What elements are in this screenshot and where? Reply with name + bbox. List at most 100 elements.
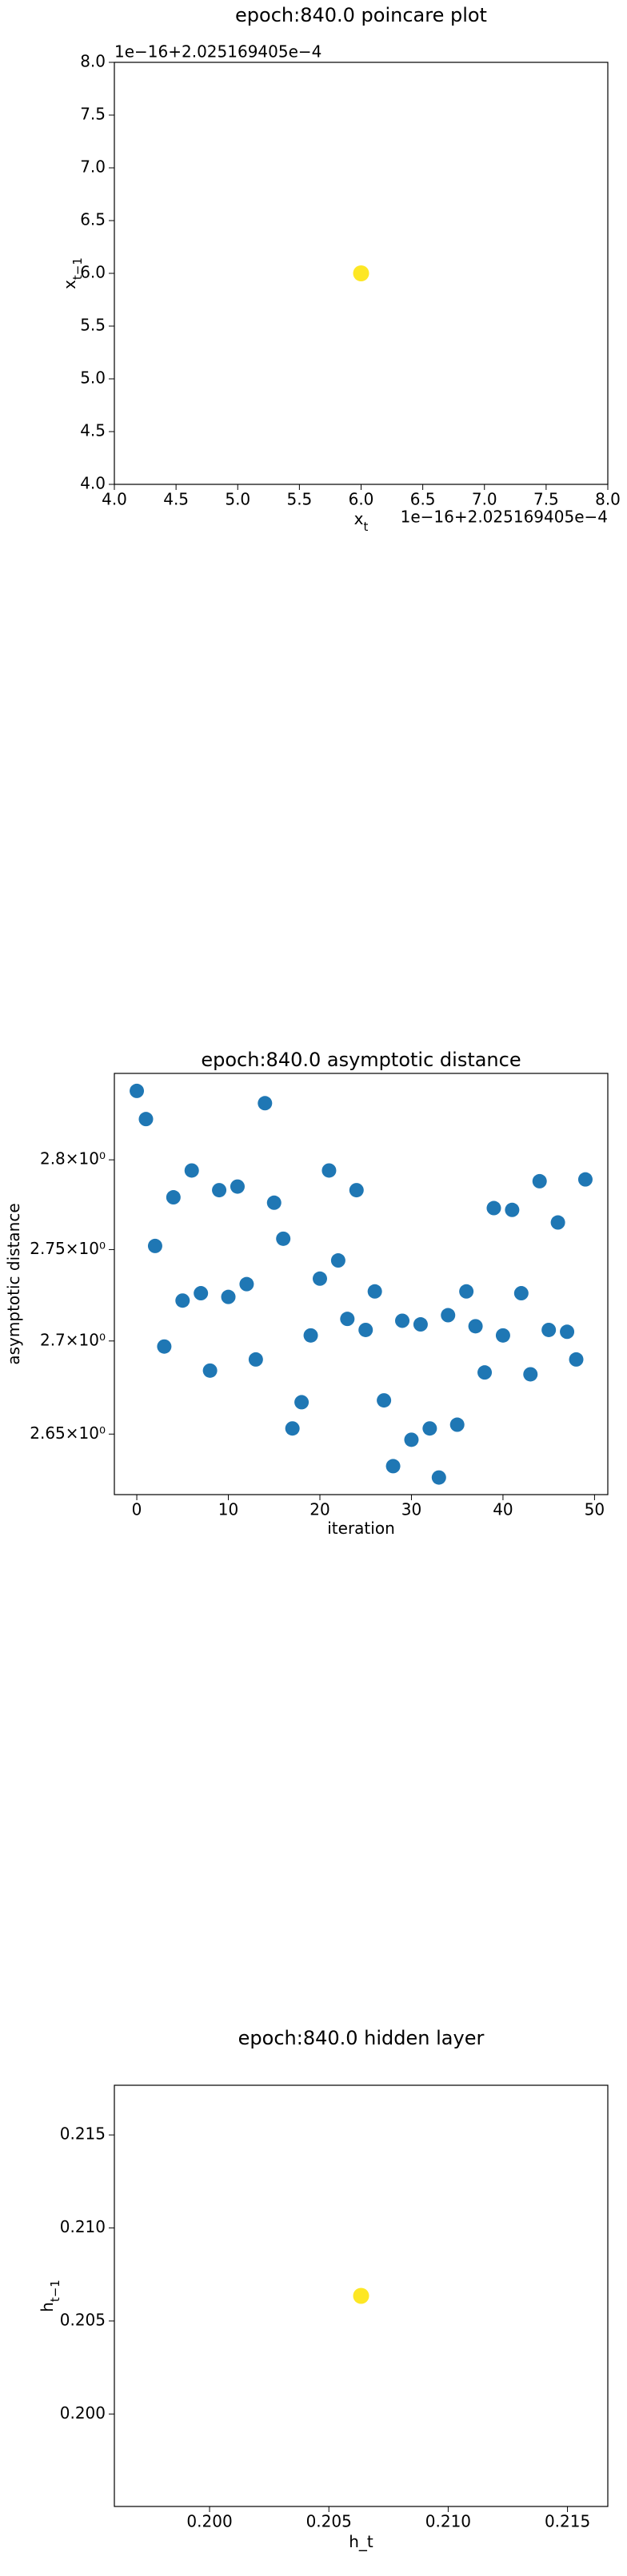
y-axis-label: xt−1 bbox=[60, 257, 85, 289]
point bbox=[422, 1421, 437, 1436]
point bbox=[413, 1317, 428, 1332]
point bbox=[276, 1231, 291, 1246]
y-tick-label: 5.5 bbox=[80, 316, 106, 335]
y-axis-label-text: h bbox=[38, 2302, 57, 2312]
x-axis-label: xt bbox=[354, 509, 369, 534]
x-tick-label: 6.0 bbox=[349, 490, 374, 509]
point bbox=[358, 1322, 373, 1337]
point bbox=[495, 1328, 510, 1343]
y-tick-label: 7.0 bbox=[80, 157, 106, 177]
plot-area bbox=[114, 2084, 609, 2507]
point bbox=[532, 1173, 547, 1188]
point bbox=[541, 1322, 557, 1337]
x-axis-label: iteration bbox=[327, 1519, 395, 1538]
point bbox=[367, 1284, 382, 1299]
point bbox=[560, 1324, 575, 1340]
point bbox=[441, 1308, 456, 1323]
point bbox=[239, 1276, 254, 1292]
point bbox=[477, 1365, 493, 1380]
x-tick-label: 0.200 bbox=[186, 2512, 232, 2531]
point bbox=[130, 1083, 145, 1098]
y-axis-label-text: x bbox=[60, 280, 79, 289]
x-tick-label: 4.5 bbox=[163, 490, 189, 509]
point bbox=[431, 1470, 446, 1485]
point bbox=[294, 1395, 310, 1410]
point bbox=[523, 1367, 538, 1382]
point bbox=[285, 1421, 300, 1436]
y-tick-label: 6.5 bbox=[80, 210, 106, 229]
chart-title: epoch:840.0 poincare plot bbox=[235, 4, 487, 26]
y-axis-label: ht−1 bbox=[38, 2279, 62, 2312]
plot-area bbox=[114, 1073, 609, 1495]
point bbox=[353, 2287, 369, 2304]
x-tick-label: 5.0 bbox=[225, 490, 250, 509]
x-tick-label: 4.0 bbox=[102, 490, 127, 509]
point bbox=[266, 1195, 282, 1210]
y-tick-label: 0.200 bbox=[60, 2403, 106, 2423]
x-tick-label: 8.0 bbox=[595, 490, 621, 509]
point bbox=[230, 1179, 245, 1194]
y-tick-label: 2.75×10⁰ bbox=[30, 1239, 106, 1258]
point bbox=[221, 1289, 236, 1304]
point bbox=[449, 1417, 465, 1432]
x-tick-label: 0.210 bbox=[425, 2512, 471, 2531]
y-axis-label-sub: t−1 bbox=[70, 257, 85, 280]
point bbox=[175, 1293, 190, 1308]
point bbox=[486, 1200, 501, 1216]
point bbox=[505, 1202, 520, 1217]
point bbox=[330, 1253, 345, 1268]
point bbox=[577, 1172, 593, 1187]
y-tick-label: 5.0 bbox=[80, 368, 106, 388]
x-tick-label: 7.5 bbox=[533, 490, 559, 509]
point bbox=[194, 1286, 209, 1301]
x-axis-label-text: iteration bbox=[327, 1519, 395, 1538]
point bbox=[468, 1319, 483, 1334]
x-tick-label: 0.205 bbox=[306, 2512, 352, 2531]
y-axis-label: asymptotic distance bbox=[4, 1203, 23, 1364]
point bbox=[459, 1284, 474, 1299]
y-axis-label-sub: t−1 bbox=[48, 2279, 62, 2302]
point bbox=[395, 1313, 410, 1328]
point bbox=[212, 1183, 227, 1198]
point bbox=[353, 265, 369, 281]
point bbox=[385, 1459, 401, 1474]
point bbox=[377, 1393, 392, 1408]
y-tick-label: 0.205 bbox=[60, 2310, 106, 2329]
point bbox=[550, 1215, 565, 1230]
chart-title: epoch:840.0 hidden layer bbox=[238, 2027, 485, 2049]
chart-title: epoch:840.0 asymptotic distance bbox=[201, 1049, 521, 1071]
x-tick-label: 40 bbox=[493, 1500, 513, 1519]
x-tick-label: 7.0 bbox=[472, 490, 497, 509]
point bbox=[513, 1286, 529, 1301]
y-tick-label: 4.5 bbox=[80, 421, 106, 440]
point bbox=[147, 1238, 162, 1253]
y-tick-label: 2.65×10⁰ bbox=[30, 1423, 106, 1443]
x-offset: 1e−16+2.025169405e−4 bbox=[401, 508, 608, 527]
point bbox=[157, 1339, 172, 1354]
point bbox=[258, 1096, 273, 1111]
point bbox=[166, 1190, 181, 1205]
y-tick-label: 4.0 bbox=[80, 474, 106, 493]
point bbox=[202, 1363, 218, 1378]
x-tick-label: 6.5 bbox=[410, 490, 436, 509]
point bbox=[303, 1328, 318, 1343]
y-axis-label-text: asymptotic distance bbox=[4, 1203, 23, 1364]
point bbox=[248, 1352, 263, 1367]
point bbox=[138, 1112, 154, 1127]
x-tick-label: 5.5 bbox=[286, 490, 312, 509]
x-tick-label: 50 bbox=[585, 1500, 605, 1519]
x-axis-label-text: x bbox=[354, 509, 364, 528]
x-tick-label: 0 bbox=[132, 1500, 142, 1519]
point bbox=[404, 1432, 419, 1447]
y-tick-label: 2.8×10⁰ bbox=[40, 1149, 106, 1169]
y-tick-label: 7.5 bbox=[80, 105, 106, 124]
y-tick-label: 8.0 bbox=[80, 52, 106, 71]
point bbox=[340, 1312, 355, 1327]
y-tick-label: 0.215 bbox=[60, 2124, 106, 2144]
point bbox=[184, 1163, 199, 1178]
x-axis-label-sub: t bbox=[363, 520, 368, 534]
x-axis-label: h_t bbox=[349, 2532, 373, 2551]
y-tick-label: 2.7×10⁰ bbox=[40, 1330, 106, 1349]
point bbox=[312, 1271, 327, 1286]
